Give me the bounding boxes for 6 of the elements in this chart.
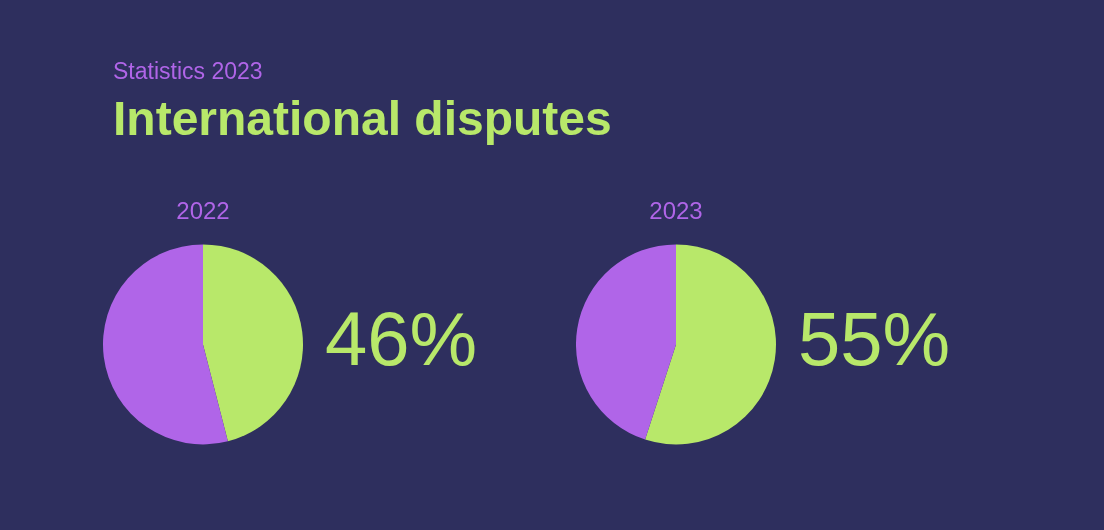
chart-title: 2023	[649, 197, 703, 225]
text: International disputes	[113, 91, 612, 146]
text: Statistics 2023	[113, 58, 264, 85]
data-label: 55%	[798, 296, 951, 382]
data-label: 46%	[325, 296, 478, 382]
chart-title: 2022	[176, 197, 230, 225]
